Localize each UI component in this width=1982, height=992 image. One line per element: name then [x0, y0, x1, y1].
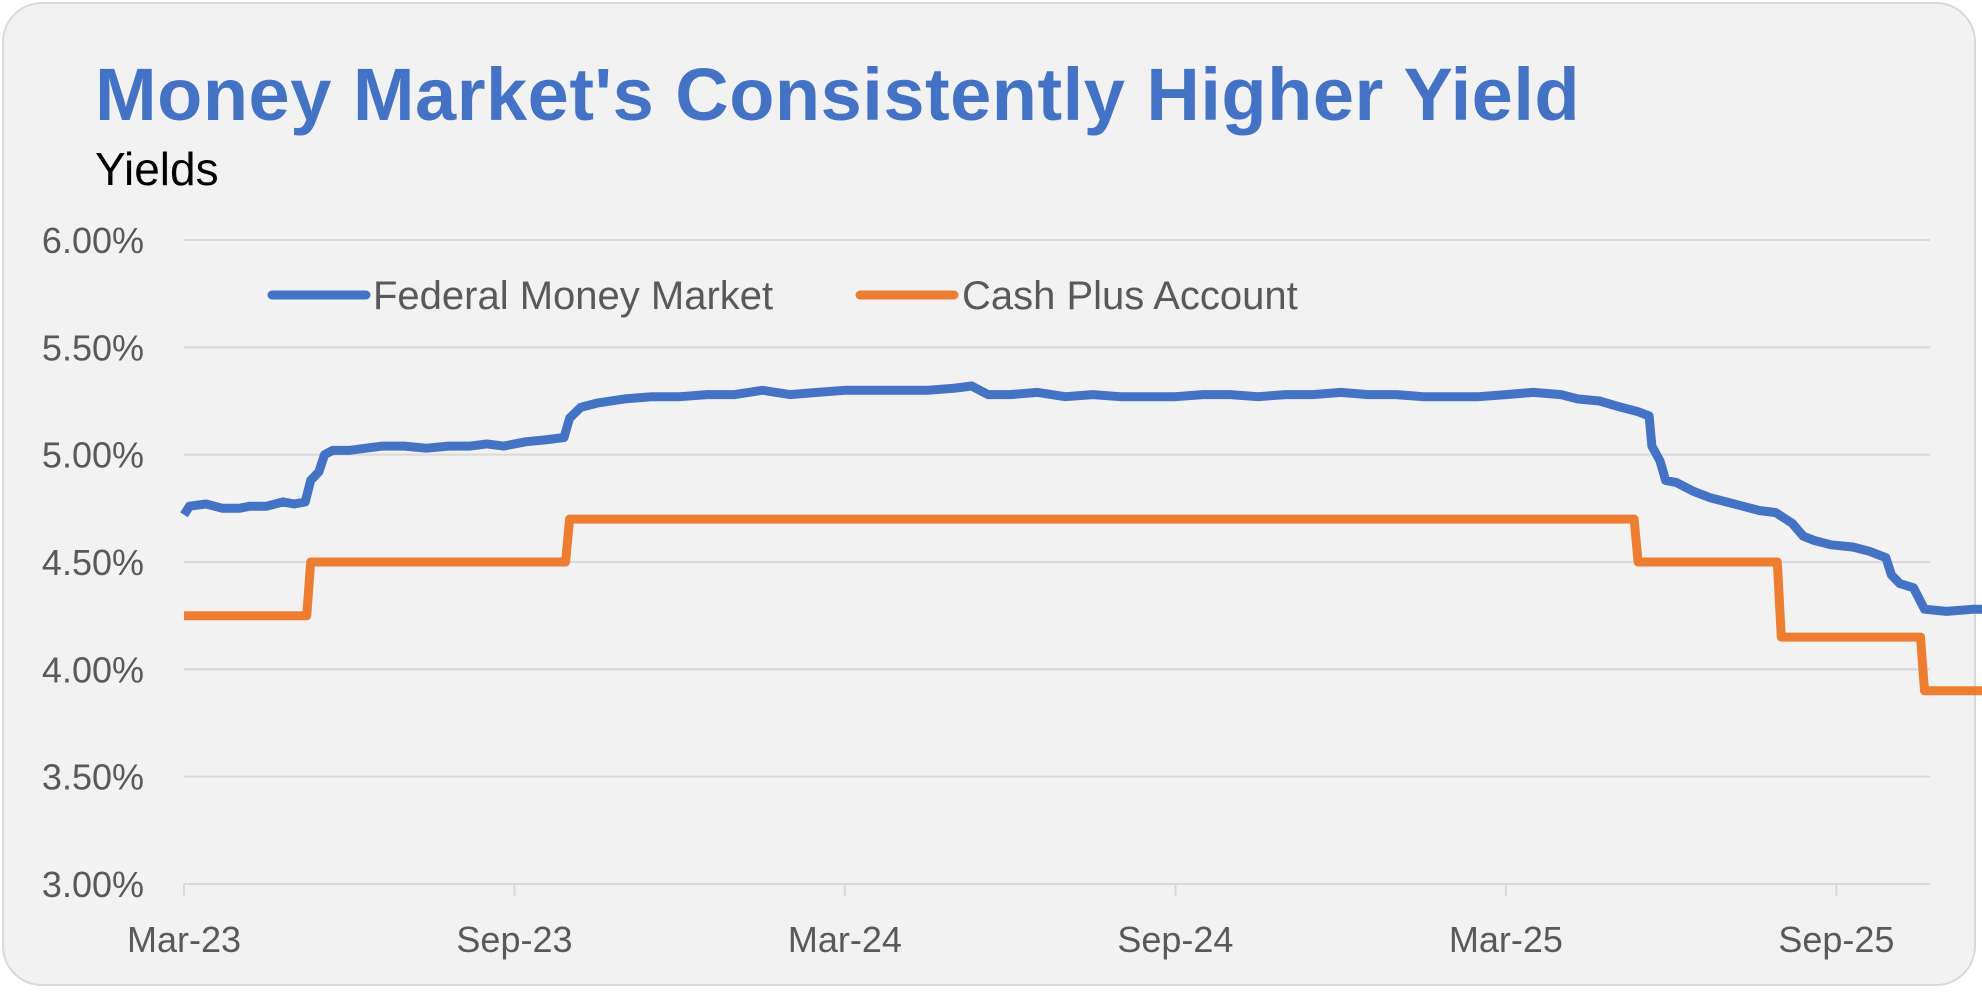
- x-tick-label: Mar-24: [788, 919, 902, 960]
- x-tick-label: Mar-23: [127, 919, 241, 960]
- x-tick-label: Mar-25: [1449, 919, 1563, 960]
- chart-subtitle: Yields: [95, 143, 219, 195]
- x-axis: Mar-23 Sep-23 Mar-24 Sep-24 Mar-25 Sep-25: [127, 883, 1930, 960]
- x-tick-label: Sep-24: [1117, 919, 1233, 960]
- series-line-federal-money-market: [180, 381, 1982, 616]
- legend: Federal Money Market Cash Plus Account: [267, 274, 1298, 318]
- y-axis-ticks: 6.00% 5.50% 5.00% 4.50% 4.00% 3.50% 3.00%: [42, 220, 144, 905]
- y-tick-label: 3.00%: [42, 864, 144, 905]
- gridlines: [184, 239, 1930, 778]
- y-tick-label: 3.50%: [42, 757, 144, 798]
- y-tick-label: 4.00%: [42, 649, 144, 690]
- y-tick-label: 6.00%: [42, 220, 144, 261]
- y-tick-label: 4.50%: [42, 542, 144, 583]
- series-line-cash-plus-account: [184, 514, 1982, 696]
- chart-title: Money Market's Consistently Higher Yield: [95, 53, 1581, 136]
- x-tick-label: Sep-25: [1778, 919, 1894, 960]
- y-tick-label: 5.50%: [42, 327, 144, 368]
- legend-label: Federal Money Market: [373, 274, 773, 318]
- y-tick-label: 5.00%: [42, 435, 144, 476]
- series-lines: [180, 381, 1982, 696]
- legend-label: Cash Plus Account: [962, 274, 1298, 318]
- x-tick-label: Sep-23: [456, 919, 572, 960]
